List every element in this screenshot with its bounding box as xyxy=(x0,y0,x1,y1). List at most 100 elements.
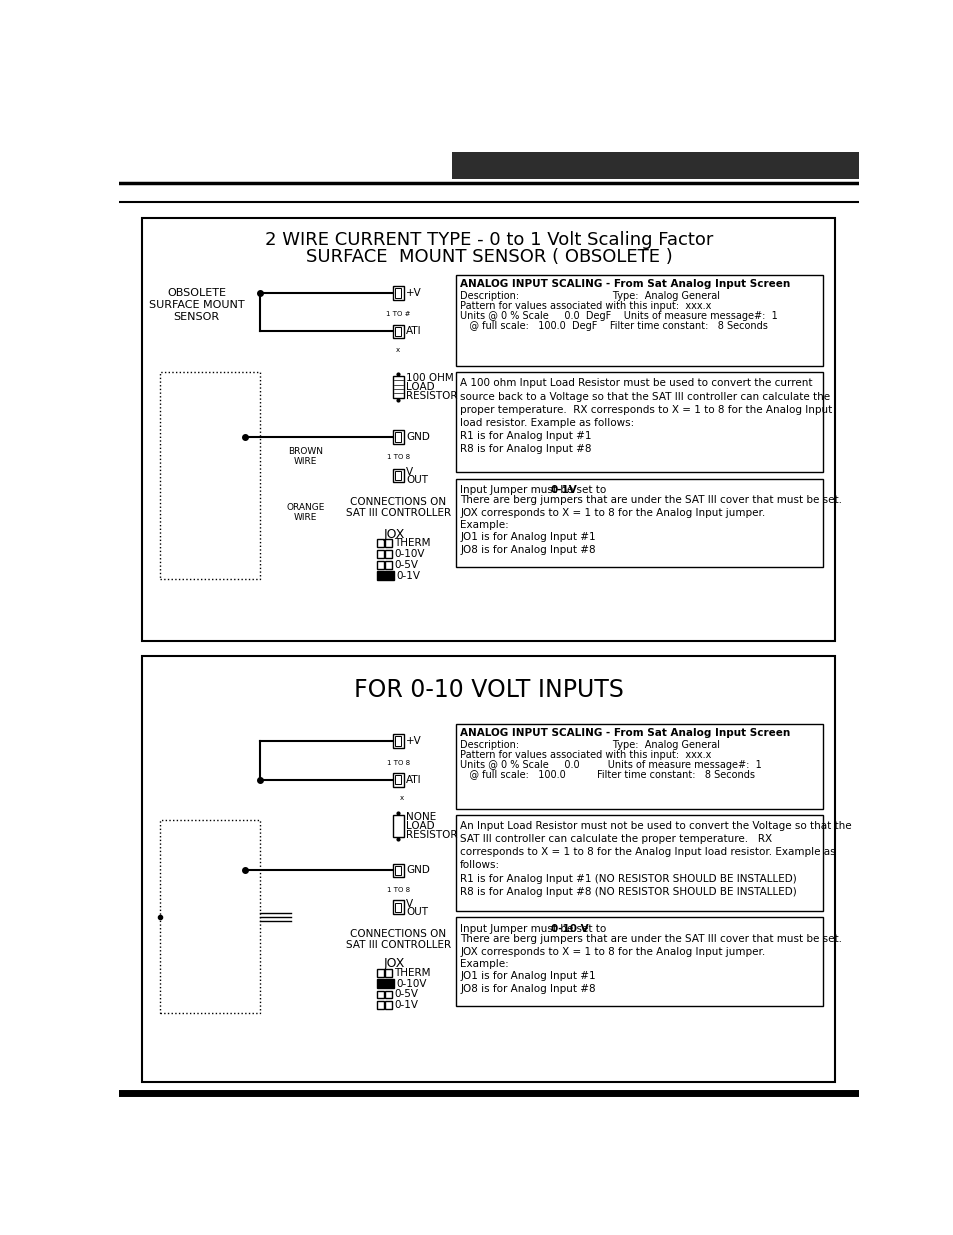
Text: JOX: JOX xyxy=(383,957,405,971)
Text: JO8 is for Analog Input #8: JO8 is for Analog Input #8 xyxy=(459,545,596,555)
Text: OUT: OUT xyxy=(406,906,428,918)
Text: Input Jumper must be set to: Input Jumper must be set to xyxy=(459,924,609,934)
Text: 100 OHM: 100 OHM xyxy=(406,373,454,383)
Text: SURFACE  MOUNT SENSOR ( OBSOLETE ): SURFACE MOUNT SENSOR ( OBSOLETE ) xyxy=(305,248,672,267)
Text: R8 is for Analog Input #8 (NO RESISTOR SHOULD BE INSTALLED): R8 is for Analog Input #8 (NO RESISTOR S… xyxy=(459,887,796,897)
Text: 0-1V: 0-1V xyxy=(551,484,578,495)
Bar xyxy=(456,815,822,911)
Bar xyxy=(456,724,822,809)
Text: 2 WIRE CURRENT TYPE - 0 to 1 Volt Scaling Factor: 2 WIRE CURRENT TYPE - 0 to 1 Volt Scalin… xyxy=(265,231,712,249)
Text: 0-10V: 0-10V xyxy=(394,550,424,559)
Bar xyxy=(393,900,403,914)
Text: An Input Load Resistor must not be used to convert the Voltage so that the: An Input Load Resistor must not be used … xyxy=(459,821,851,831)
Text: x: x xyxy=(395,347,400,353)
Text: GND: GND xyxy=(406,866,430,876)
Bar xyxy=(395,432,401,442)
Bar xyxy=(456,372,822,472)
Bar xyxy=(376,572,394,579)
Text: ATI: ATI xyxy=(406,326,421,336)
Bar xyxy=(395,903,401,911)
Bar xyxy=(395,471,401,480)
Text: +V: +V xyxy=(406,736,421,746)
Text: 1 TO 8: 1 TO 8 xyxy=(386,454,410,459)
Bar xyxy=(376,979,394,988)
Bar xyxy=(395,327,401,336)
Bar xyxy=(385,561,392,568)
Text: OUT: OUT xyxy=(406,475,428,485)
Bar xyxy=(376,990,383,998)
Text: JOX corresponds to X = 1 to 8 for the Analog Input jumper.: JOX corresponds to X = 1 to 8 for the An… xyxy=(459,508,764,517)
Bar xyxy=(376,969,383,977)
Text: JO1 is for Analog Input #1: JO1 is for Analog Input #1 xyxy=(459,532,596,542)
Text: SAT III CONTROLLER: SAT III CONTROLLER xyxy=(345,940,451,950)
Text: R1 is for Analog Input #1 (NO RESISTOR SHOULD BE INSTALLED): R1 is for Analog Input #1 (NO RESISTOR S… xyxy=(459,873,796,883)
Text: 0-10V: 0-10V xyxy=(395,978,426,989)
Text: 0-1V: 0-1V xyxy=(395,571,419,580)
Text: NONE: NONE xyxy=(406,811,436,821)
Bar xyxy=(385,540,392,547)
Text: THERM: THERM xyxy=(394,968,431,978)
Text: CONNECTIONS ON: CONNECTIONS ON xyxy=(350,929,446,939)
Text: CONNECTIONS ON: CONNECTIONS ON xyxy=(350,496,446,508)
Text: @ full scale:   100.0  DegF    Filter time constant:   8 Seconds: @ full scale: 100.0 DegF Filter time con… xyxy=(459,321,767,331)
Bar xyxy=(393,287,403,300)
Bar xyxy=(142,656,835,1082)
Text: 0-5V: 0-5V xyxy=(394,559,418,569)
Bar xyxy=(393,863,403,877)
Text: LOAD: LOAD xyxy=(406,821,435,831)
Text: Input Jumper must be set to: Input Jumper must be set to xyxy=(459,484,609,495)
Bar xyxy=(385,1002,392,1009)
Bar xyxy=(376,540,383,547)
Bar xyxy=(393,325,403,338)
Bar xyxy=(456,275,822,366)
Bar xyxy=(376,550,383,558)
Bar xyxy=(376,561,383,568)
Bar xyxy=(376,1002,383,1009)
Text: 1 TO 8: 1 TO 8 xyxy=(386,760,410,766)
Text: follows:: follows: xyxy=(459,861,500,871)
Text: OBSOLETE
SURFACE MOUNT
SENSOR: OBSOLETE SURFACE MOUNT SENSOR xyxy=(149,288,244,321)
Text: There are berg jumpers that are under the SAT III cover that must be set.: There are berg jumpers that are under th… xyxy=(459,495,841,505)
Text: GND: GND xyxy=(406,432,430,442)
Text: 1 TO 8: 1 TO 8 xyxy=(386,888,410,893)
Text: V: V xyxy=(406,467,413,477)
Bar xyxy=(385,990,392,998)
Text: THERM: THERM xyxy=(394,538,431,548)
Text: RESISTOR: RESISTOR xyxy=(406,391,457,401)
Text: Example:: Example: xyxy=(459,520,509,530)
Text: +V: +V xyxy=(406,288,421,298)
Text: 0-1V: 0-1V xyxy=(394,1000,418,1010)
Bar xyxy=(452,152,858,179)
Text: 0-10 V: 0-10 V xyxy=(551,924,588,934)
Bar xyxy=(385,969,392,977)
Text: SAT III CONTROLLER: SAT III CONTROLLER xyxy=(345,508,451,517)
Text: LOAD: LOAD xyxy=(406,382,435,391)
Text: SAT III controller can calculate the proper temperature.   RX: SAT III controller can calculate the pro… xyxy=(459,835,772,845)
Bar xyxy=(393,773,403,787)
Text: Pattern for values associated with this input:  xxx.x: Pattern for values associated with this … xyxy=(459,300,711,311)
Text: source back to a Voltage so that the SAT III controller can calculate the: source back to a Voltage so that the SAT… xyxy=(459,391,829,401)
Text: load resistor. Example as follows:: load resistor. Example as follows: xyxy=(459,417,634,427)
Text: JOX: JOX xyxy=(383,527,405,541)
Text: FOR 0-10 VOLT INPUTS: FOR 0-10 VOLT INPUTS xyxy=(354,678,623,701)
Text: RESISTOR: RESISTOR xyxy=(406,830,457,840)
Text: x: x xyxy=(399,795,403,802)
Text: @ full scale:   100.0          Filter time constant:   8 Seconds: @ full scale: 100.0 Filter time constant… xyxy=(459,769,755,779)
Bar xyxy=(456,918,822,1007)
Text: V: V xyxy=(406,899,413,909)
Text: JOX corresponds to X = 1 to 8 for the Analog Input jumper.: JOX corresponds to X = 1 to 8 for the An… xyxy=(459,947,764,957)
Bar xyxy=(395,288,401,298)
Bar xyxy=(395,776,401,784)
Bar xyxy=(393,734,403,748)
Text: BROWN
WIRE: BROWN WIRE xyxy=(288,447,322,466)
Text: A 100 ohm Input Load Resistor must be used to convert the current: A 100 ohm Input Load Resistor must be us… xyxy=(459,378,812,389)
Text: R8 is for Analog Input #8: R8 is for Analog Input #8 xyxy=(459,443,591,454)
Text: 0-5V: 0-5V xyxy=(394,989,418,999)
Bar xyxy=(395,866,401,876)
Text: proper temperature.  RX corresponds to X = 1 to 8 for the Analog Input: proper temperature. RX corresponds to X … xyxy=(459,405,832,415)
Text: Pattern for values associated with this input:  xxx.x: Pattern for values associated with this … xyxy=(459,750,711,760)
Text: Example:: Example: xyxy=(459,960,509,969)
Text: ORANGE
WIRE: ORANGE WIRE xyxy=(286,503,324,522)
Bar xyxy=(393,377,403,398)
Bar xyxy=(393,815,403,836)
